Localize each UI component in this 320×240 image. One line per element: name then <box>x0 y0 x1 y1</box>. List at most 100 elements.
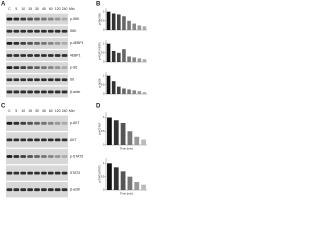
lane-label: 60 <box>49 7 53 11</box>
bar <box>127 131 133 145</box>
bar <box>132 23 136 30</box>
blot-band <box>6 188 13 192</box>
lane-label: 5 <box>15 109 17 113</box>
y-axis-label: p-S6/S6 <box>99 78 102 87</box>
blot-band <box>61 155 68 158</box>
y-tick-label: 1 <box>103 161 105 165</box>
bar <box>107 117 112 145</box>
blot-band <box>27 66 33 70</box>
blot-band <box>6 29 13 33</box>
y-tick-label: 0.5 <box>101 51 105 55</box>
y-axis-label: p-AKT/AKT <box>99 122 102 135</box>
bar <box>142 26 147 30</box>
blot-band <box>41 138 47 142</box>
blot-band <box>20 155 27 158</box>
blot-band <box>54 138 61 142</box>
lane-label: C <box>8 7 11 11</box>
blot-band <box>6 90 13 94</box>
x-axis-label: Time (min) <box>120 147 133 151</box>
bar <box>134 136 140 145</box>
lane-label: 45 <box>42 109 46 113</box>
blot-band <box>34 171 40 175</box>
blot-label: β-actin <box>70 90 80 94</box>
blot-band <box>47 66 54 70</box>
blot-band <box>54 90 61 94</box>
bar <box>117 86 121 94</box>
blot-band <box>34 138 40 142</box>
figure: A B C D C 5 10 15 30 45 60 120 240 Minp-S6KS6Kp-4… <box>1 2 147 198</box>
blot-band <box>13 54 20 57</box>
blot-band <box>13 90 20 94</box>
y-tick-label: 0 <box>103 143 105 147</box>
bar <box>137 58 142 62</box>
blot-band <box>41 29 47 33</box>
blot-band <box>34 29 40 33</box>
blot-band <box>27 78 33 82</box>
y-tick-label: 0.5 <box>101 129 105 133</box>
blot-band <box>13 121 20 125</box>
blot-band <box>61 41 68 45</box>
bar <box>120 171 126 190</box>
blot-band <box>27 17 33 21</box>
bar <box>113 167 119 190</box>
blot-band <box>47 78 54 82</box>
blot-label: β-actin <box>70 188 80 192</box>
panel-label: C <box>1 104 6 110</box>
blot-band <box>27 54 33 57</box>
blot-band <box>27 29 33 33</box>
lane-label: 45 <box>42 7 46 11</box>
blot-band <box>54 17 61 21</box>
bar <box>111 81 116 94</box>
lane-label: 60 <box>49 109 53 113</box>
lane-label: 30 <box>35 109 39 113</box>
lane-label: 240 <box>62 7 68 11</box>
blot-band <box>54 29 61 33</box>
blot-band <box>61 66 68 70</box>
blot-band <box>13 138 20 142</box>
blot-band <box>41 17 47 21</box>
bar <box>122 16 126 30</box>
blot-band <box>47 90 54 94</box>
blot-band <box>41 155 47 158</box>
blot-band <box>34 41 40 45</box>
y-tick-label: 1 <box>103 115 105 119</box>
x-axis-label: Time (min) <box>120 192 133 196</box>
lane-label: 5 <box>15 7 17 11</box>
y-tick-label: 0 <box>103 92 105 96</box>
blot-band <box>27 41 33 45</box>
blot-band <box>54 155 61 158</box>
bar <box>111 51 116 62</box>
blot-band <box>20 29 27 33</box>
blot-band <box>27 188 33 192</box>
blot-band <box>47 54 54 57</box>
blot-band <box>13 155 20 158</box>
blot-band <box>41 171 47 175</box>
blot-band <box>6 66 13 70</box>
lane-label: C <box>8 109 11 113</box>
blot-band <box>34 121 40 125</box>
bar <box>107 163 112 190</box>
blot-label: STAT3 <box>70 171 80 175</box>
blot-band <box>47 188 54 192</box>
blot-band <box>6 121 13 125</box>
blot-band <box>61 17 68 21</box>
lane-label: 10 <box>21 7 25 11</box>
blot-band <box>61 138 68 142</box>
lane-label: 10 <box>21 109 25 113</box>
blot-band <box>54 41 61 45</box>
blot-label: S6K <box>70 29 77 33</box>
blot-label: p-S6K <box>70 17 80 21</box>
bar <box>106 11 111 30</box>
blot-band <box>34 78 40 82</box>
blot-band <box>54 54 61 57</box>
lane-unit: Min <box>69 109 75 113</box>
blot-band <box>54 171 61 175</box>
blot-band <box>20 171 27 175</box>
blot-band <box>27 90 33 94</box>
blot-band <box>34 66 40 70</box>
blot-band <box>47 171 54 175</box>
blot-band <box>6 54 13 57</box>
blot-band <box>6 171 13 175</box>
blot-band <box>6 138 13 142</box>
lane-label: 240 <box>62 109 68 113</box>
